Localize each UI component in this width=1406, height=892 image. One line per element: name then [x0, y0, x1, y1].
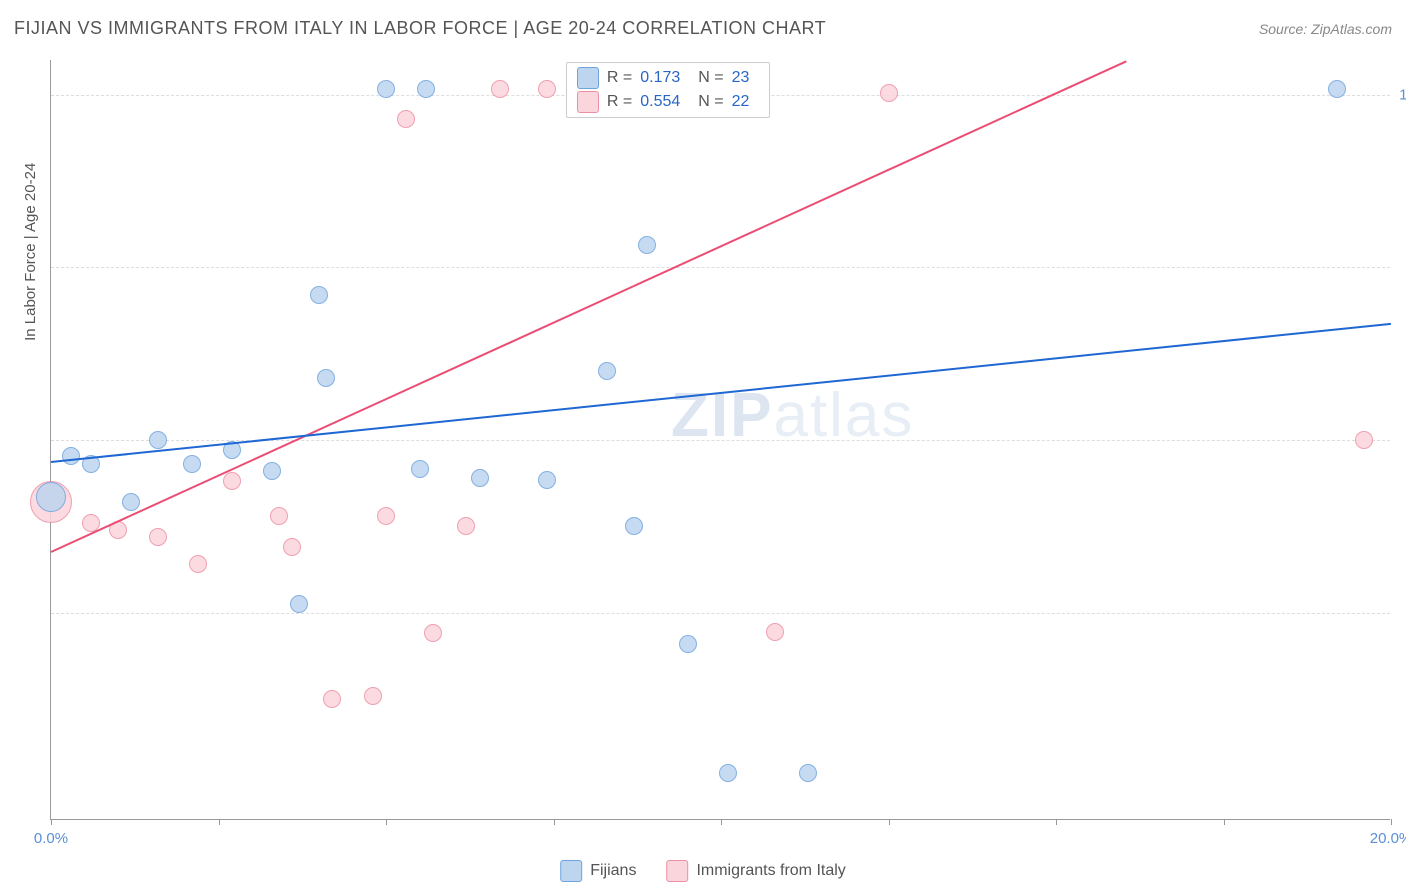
- legend-swatch: [577, 67, 599, 89]
- x-tick: [219, 819, 220, 825]
- legend-swatch: [577, 91, 599, 113]
- n-value: 22: [732, 93, 750, 111]
- data-point: [223, 472, 241, 490]
- data-point: [491, 80, 509, 98]
- correlation-stats-box: R = 0.173 N = 23 R = 0.554 N = 22: [566, 62, 771, 118]
- data-point: [263, 462, 281, 480]
- chart-title: FIJIAN VS IMMIGRANTS FROM ITALY IN LABOR…: [14, 18, 826, 39]
- data-point: [122, 493, 140, 511]
- data-point: [310, 286, 328, 304]
- n-value: 23: [732, 69, 750, 87]
- stats-row: R = 0.173 N = 23: [577, 67, 760, 89]
- data-point: [377, 80, 395, 98]
- data-point: [538, 471, 556, 489]
- data-point: [638, 236, 656, 254]
- legend-item: Immigrants from Italy: [666, 860, 845, 882]
- legend-bottom: Fijians Immigrants from Italy: [560, 860, 846, 882]
- data-point: [880, 84, 898, 102]
- data-point: [270, 507, 288, 525]
- data-point: [538, 80, 556, 98]
- source-attribution: Source: ZipAtlas.com: [1259, 21, 1392, 37]
- x-tick-label: 20.0%: [1370, 830, 1406, 847]
- y-tick-label: 100.0%: [1399, 86, 1406, 103]
- data-point: [149, 528, 167, 546]
- data-point: [317, 369, 335, 387]
- data-point: [424, 624, 442, 642]
- data-point: [149, 431, 167, 449]
- x-tick: [386, 819, 387, 825]
- n-label: N =: [698, 93, 723, 111]
- legend-swatch: [666, 860, 688, 882]
- stats-row: R = 0.554 N = 22: [577, 91, 760, 113]
- data-point: [290, 595, 308, 613]
- data-point: [799, 764, 817, 782]
- legend-label: Fijians: [590, 862, 636, 880]
- data-point: [679, 635, 697, 653]
- x-tick: [1056, 819, 1057, 825]
- data-point: [625, 517, 643, 535]
- r-value: 0.173: [640, 69, 680, 87]
- trend-line: [51, 60, 1127, 552]
- data-point: [1328, 80, 1346, 98]
- legend-label: Immigrants from Italy: [696, 862, 845, 880]
- gridline: [51, 613, 1390, 614]
- data-point: [183, 455, 201, 473]
- data-point: [417, 80, 435, 98]
- r-label: R =: [607, 69, 632, 87]
- y-axis-label: In Labor Force | Age 20-24: [22, 163, 39, 341]
- data-point: [598, 362, 616, 380]
- r-value: 0.554: [640, 93, 680, 111]
- legend-item: Fijians: [560, 860, 636, 882]
- r-label: R =: [607, 93, 632, 111]
- data-point: [323, 690, 341, 708]
- trend-line: [51, 323, 1391, 463]
- data-point: [189, 555, 207, 573]
- x-tick: [889, 819, 890, 825]
- data-point: [471, 469, 489, 487]
- gridline: [51, 267, 1390, 268]
- x-tick: [1391, 819, 1392, 825]
- x-tick: [554, 819, 555, 825]
- x-tick: [1224, 819, 1225, 825]
- x-tick-label: 0.0%: [34, 830, 68, 847]
- x-tick: [51, 819, 52, 825]
- data-point: [36, 482, 66, 512]
- legend-swatch: [560, 860, 582, 882]
- x-tick: [721, 819, 722, 825]
- data-point: [62, 447, 80, 465]
- data-point: [411, 460, 429, 478]
- data-point: [457, 517, 475, 535]
- data-point: [766, 623, 784, 641]
- data-point: [1355, 431, 1373, 449]
- chart-header: FIJIAN VS IMMIGRANTS FROM ITALY IN LABOR…: [14, 18, 1392, 39]
- data-point: [377, 507, 395, 525]
- data-point: [719, 764, 737, 782]
- chart-plot-area: ZIPatlas 70.0%80.0%90.0%100.0%0.0%20.0%: [50, 60, 1390, 820]
- data-point: [397, 110, 415, 128]
- n-label: N =: [698, 69, 723, 87]
- data-point: [283, 538, 301, 556]
- data-point: [364, 687, 382, 705]
